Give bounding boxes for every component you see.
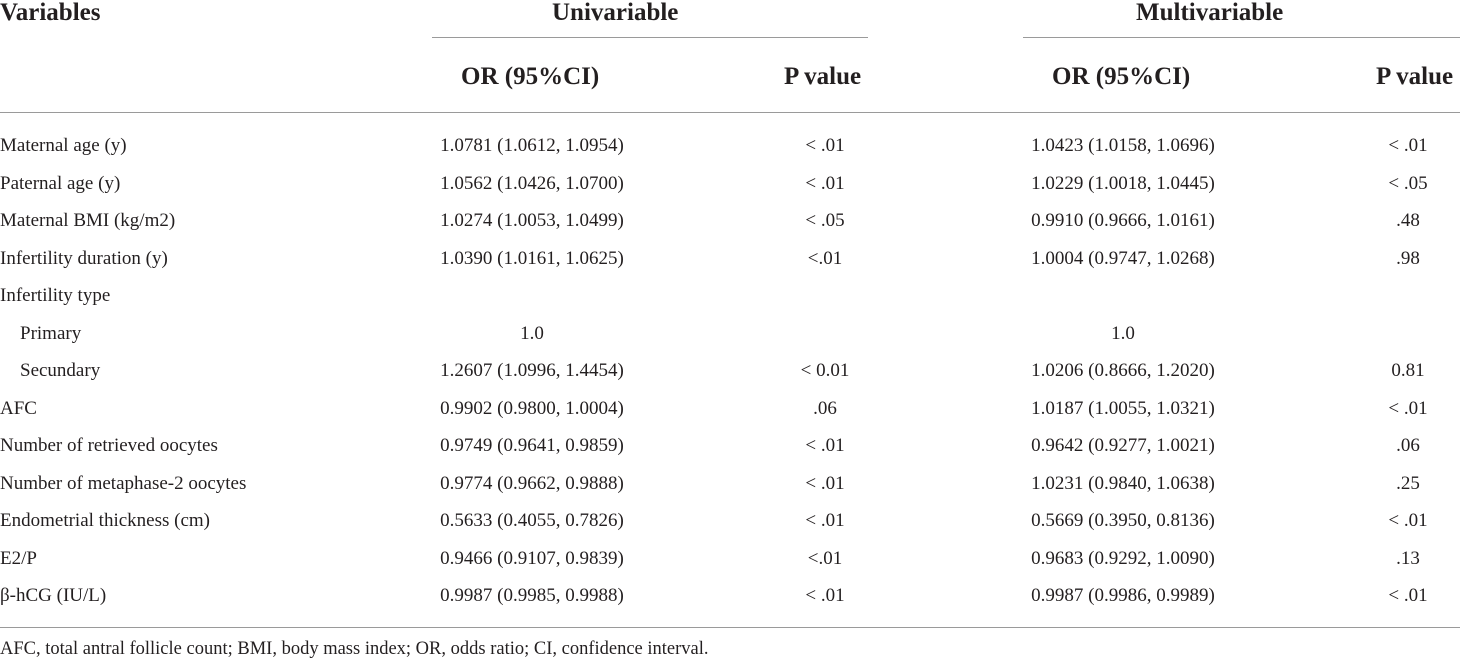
multivariable-p-cell: 0.81 — [1391, 360, 1425, 381]
header-bottom-rule — [0, 112, 1460, 113]
variable-label: Maternal age (y) — [0, 135, 127, 156]
univariable-or-cell: 0.9902 (0.9800, 1.0004) — [440, 398, 624, 419]
univariable-p-cell: < .05 — [805, 210, 845, 231]
univariable-or-cell: 1.0 — [520, 323, 544, 344]
univariable-group-rule — [432, 37, 868, 38]
multivariable-or-cell: 1.0206 (0.8666, 1.2020) — [1031, 360, 1215, 381]
header-mul-p-value: P value — [1376, 63, 1454, 90]
multivariable-p-cell: .25 — [1396, 473, 1420, 494]
table-footnote: AFC, total antral follicle count; BMI, b… — [0, 639, 709, 659]
univariable-or-cell: 0.5633 (0.4055, 0.7826) — [440, 510, 624, 531]
multivariable-or-cell: 0.9683 (0.9292, 1.0090) — [1031, 548, 1215, 569]
multivariable-or-cell: 1.0 — [1111, 323, 1135, 344]
multivariable-or-cell: 0.5669 (0.3950, 0.8136) — [1031, 510, 1215, 531]
variable-label: AFC — [0, 398, 37, 419]
univariable-p-cell: <.01 — [807, 548, 843, 569]
multivariable-p-cell: .06 — [1396, 435, 1420, 456]
header-variables: Variables — [0, 0, 101, 26]
univariable-p-cell: < .01 — [805, 510, 845, 531]
multivariable-p-cell: .98 — [1396, 248, 1420, 269]
variable-label: Secundary — [20, 360, 101, 381]
univariable-or-cell: 0.9466 (0.9107, 0.9839) — [440, 548, 624, 569]
multivariable-or-cell: 0.9642 (0.9277, 1.0021) — [1031, 435, 1215, 456]
univariable-p-cell: < .01 — [805, 435, 845, 456]
multivariable-p-cell: < .01 — [1388, 585, 1428, 606]
multivariable-or-cell: 1.0423 (1.0158, 1.0696) — [1031, 135, 1215, 156]
variable-label: Infertility type — [0, 285, 111, 306]
multivariable-or-cell: 1.0004 (0.9747, 1.0268) — [1031, 248, 1215, 269]
multivariable-p-cell: .13 — [1396, 548, 1420, 569]
univariable-p-cell: < .01 — [805, 585, 845, 606]
multivariable-p-cell: .48 — [1396, 210, 1420, 231]
header-mul-or-ci: OR (95%CI) — [1052, 63, 1191, 90]
univariable-or-cell: 1.2607 (1.0996, 1.4454) — [440, 360, 624, 381]
variable-label: Endometrial thickness (cm) — [0, 510, 210, 531]
univariable-p-cell: < .01 — [805, 173, 845, 194]
variable-label: Paternal age (y) — [0, 173, 121, 194]
multivariable-group-rule — [1023, 37, 1460, 38]
univariable-or-cell: 1.0562 (1.0426, 1.0700) — [440, 173, 624, 194]
multivariable-or-cell: 1.0187 (1.0055, 1.0321) — [1031, 398, 1215, 419]
univariable-p-cell: < .01 — [805, 135, 845, 156]
univariable-or-cell: 1.0781 (1.0612, 1.0954) — [440, 135, 624, 156]
univariable-p-cell: < .01 — [805, 473, 845, 494]
header-uni-p-value: P value — [784, 63, 862, 90]
variable-label: β-hCG (IU/L) — [0, 585, 107, 606]
multivariable-p-cell: < .01 — [1388, 398, 1428, 419]
multivariable-or-cell: 0.9987 (0.9986, 0.9989) — [1031, 585, 1215, 606]
multivariable-or-cell: 1.0229 (1.0018, 1.0445) — [1031, 173, 1215, 194]
univariable-p-cell: <.01 — [807, 248, 843, 269]
univariable-or-cell: 0.9749 (0.9641, 0.9859) — [440, 435, 624, 456]
header-multivariable: Multivariable — [1136, 0, 1284, 26]
variable-label: E2/P — [0, 548, 37, 569]
variable-label: Infertility duration (y) — [0, 248, 168, 269]
univariable-or-cell: 0.9987 (0.9985, 0.9988) — [440, 585, 624, 606]
multivariable-or-cell: 0.9910 (0.9666, 1.0161) — [1031, 210, 1215, 231]
variable-label: Number of retrieved oocytes — [0, 435, 218, 456]
variable-label: Number of metaphase-2 oocytes — [0, 473, 247, 494]
univariable-or-cell: 1.0390 (1.0161, 1.0625) — [440, 248, 624, 269]
variable-label: Maternal BMI (kg/m2) — [0, 210, 176, 231]
univariable-p-cell: .06 — [813, 398, 837, 419]
header-univariable: Univariable — [552, 0, 679, 26]
univariable-p-cell: < 0.01 — [800, 360, 850, 381]
multivariable-p-cell: < .01 — [1388, 135, 1428, 156]
univariable-or-cell: 1.0274 (1.0053, 1.0499) — [440, 210, 624, 231]
multivariable-p-cell: < .01 — [1388, 510, 1428, 531]
table-bottom-rule — [0, 627, 1460, 628]
variable-label: Primary — [20, 323, 82, 344]
univariable-or-cell: 0.9774 (0.9662, 0.9888) — [440, 473, 624, 494]
header-uni-or-ci: OR (95%CI) — [461, 63, 600, 90]
multivariable-p-cell: < .05 — [1388, 173, 1428, 194]
multivariable-or-cell: 1.0231 (0.9840, 1.0638) — [1031, 473, 1215, 494]
